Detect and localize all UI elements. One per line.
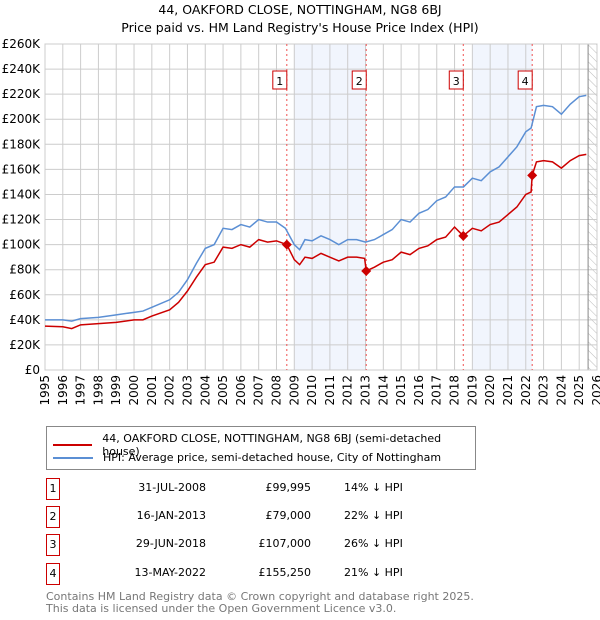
x-tick-label: 2011 xyxy=(323,375,337,406)
transaction-date: 13-MAY-2022 xyxy=(134,566,206,579)
sale-label: 4 xyxy=(522,75,529,88)
chart-title: 44, OAKFORD CLOSE, NOTTINGHAM, NG8 6BJ xyxy=(158,2,442,17)
x-tick-label: 2001 xyxy=(145,375,159,406)
x-tick-label: 2019 xyxy=(465,375,479,406)
sale-label-box xyxy=(272,70,288,90)
transaction-hpi: 26% ↓ HPI xyxy=(344,537,403,550)
y-tick-label: £140K xyxy=(2,187,42,201)
sale-label-box xyxy=(351,70,367,90)
transaction-number: 2 xyxy=(46,506,60,528)
sale-label-box xyxy=(517,70,533,90)
transaction-row: 2 16-JAN-2013 £79,000 22% ↓ HPI xyxy=(46,506,446,528)
y-tick-label: £40K xyxy=(9,313,41,327)
transaction-price: £99,995 xyxy=(265,481,312,494)
x-tick-label: 1996 xyxy=(56,375,70,406)
transaction-price: £107,000 xyxy=(258,537,312,550)
property-price-line xyxy=(44,153,587,330)
transaction-row: 4 13-MAY-2022 £155,250 21% ↓ HPI xyxy=(46,563,446,585)
legend-swatch-hpi xyxy=(53,456,93,459)
y-tick-label: £20K xyxy=(9,338,41,352)
x-tick-label: 2014 xyxy=(376,375,390,406)
transaction-number: 3 xyxy=(46,534,60,556)
x-tick-label: 2009 xyxy=(287,375,301,406)
x-tick-label: 2018 xyxy=(448,375,462,406)
y-tick-label: £0 xyxy=(25,363,40,377)
sale-point xyxy=(281,239,292,250)
legend-swatch-property xyxy=(53,444,93,446)
x-tick-label: 2015 xyxy=(394,375,408,406)
y-tick-label: £220K xyxy=(2,87,42,101)
x-tick-label: 1995 xyxy=(38,375,52,406)
x-tick-label: 1999 xyxy=(109,375,123,406)
x-tick-label: 2022 xyxy=(519,375,533,406)
legend-label-hpi: HPI: Average price, semi-detached house,… xyxy=(103,451,442,464)
x-tick-label: 2000 xyxy=(127,375,141,406)
y-tick-label: £120K xyxy=(2,213,42,227)
plot-border xyxy=(44,43,598,371)
transaction-price: £79,000 xyxy=(265,509,312,522)
sale-point xyxy=(361,265,372,276)
x-tick-label: 2013 xyxy=(359,375,373,406)
y-tick-label: £260K xyxy=(2,37,42,51)
transaction-price: £155,250 xyxy=(258,566,312,579)
x-tick-label: 2002 xyxy=(163,375,177,406)
x-tick-label: 2024 xyxy=(554,375,568,406)
x-tick-label: 2005 xyxy=(216,375,230,406)
y-tick-label: £240K xyxy=(2,62,42,76)
x-tick-label: 2003 xyxy=(180,375,194,406)
plot-area: £0 £20K £40K £60K £80K £100K £120K £140K £160K £1… xyxy=(2,37,600,406)
x-tick-label: 2021 xyxy=(501,375,515,406)
x-tick-label: 2012 xyxy=(341,375,355,406)
x-tick-label: 2017 xyxy=(430,375,444,406)
sale-point xyxy=(458,230,469,241)
transaction-row: 1 31-JUL-2008 £99,995 14% ↓ HPI xyxy=(46,478,446,500)
transaction-date: 31-JUL-2008 xyxy=(138,481,206,494)
shaded-period xyxy=(472,44,533,370)
sale-label: 3 xyxy=(453,75,460,88)
x-tick-label: 2008 xyxy=(269,375,283,406)
footer-line2: This data is licensed under the Open Gov… xyxy=(46,602,397,615)
transaction-row: 3 29-JUN-2018 £107,000 26% ↓ HPI xyxy=(46,534,446,556)
legend-label-property: 44, OAKFORD CLOSE, NOTTINGHAM, NG8 6BJ (… xyxy=(102,432,442,458)
x-tick-label: 2007 xyxy=(252,375,266,406)
x-tick-label: 2004 xyxy=(198,375,212,406)
y-tick-label: £100K xyxy=(2,238,42,252)
hpi-line xyxy=(45,94,587,322)
sale-label-box xyxy=(448,70,464,90)
x-tick-label: 1998 xyxy=(91,375,105,406)
sale-label: 1 xyxy=(276,75,283,88)
y-tick-label: £200K xyxy=(2,112,42,126)
transaction-date: 29-JUN-2018 xyxy=(135,537,206,550)
transaction-hpi: 21% ↓ HPI xyxy=(344,566,403,579)
legend: 44, OAKFORD CLOSE, NOTTINGHAM, NG8 6BJ (… xyxy=(46,426,476,470)
transaction-number: 1 xyxy=(46,478,60,500)
forecast-hatch xyxy=(588,44,597,370)
x-tick-label: 2025 xyxy=(572,375,586,406)
sale-point xyxy=(527,170,538,181)
transaction-date: 16-JAN-2013 xyxy=(136,509,206,522)
x-tick-label: 2006 xyxy=(234,375,248,406)
footer-line1: Contains HM Land Registry data © Crown c… xyxy=(46,590,474,603)
x-tick-label: 2020 xyxy=(483,375,497,406)
x-tick-label: 2026 xyxy=(590,375,600,406)
x-tick-label: 1997 xyxy=(74,375,88,406)
y-tick-label: £180K xyxy=(2,137,42,151)
y-tick-label: £80K xyxy=(9,263,41,277)
x-tick-label: 2016 xyxy=(412,375,426,406)
chart-subtitle: Price paid vs. HM Land Registry's House … xyxy=(121,20,479,35)
x-tick-label: 2023 xyxy=(537,375,551,406)
y-tick-label: £160K xyxy=(2,162,42,176)
transaction-number: 4 xyxy=(46,563,60,585)
x-tick-label: 2010 xyxy=(305,375,319,406)
sale-label: 2 xyxy=(356,75,363,88)
transaction-hpi: 22% ↓ HPI xyxy=(344,509,403,522)
transaction-hpi: 14% ↓ HPI xyxy=(344,481,403,494)
y-tick-label: £60K xyxy=(9,288,41,302)
